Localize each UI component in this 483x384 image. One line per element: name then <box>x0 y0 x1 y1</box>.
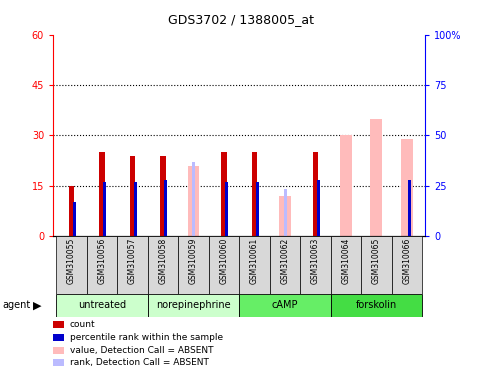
Bar <box>279 196 291 236</box>
Text: agent: agent <box>2 300 30 310</box>
Text: percentile rank within the sample: percentile rank within the sample <box>70 333 223 342</box>
Bar <box>330 294 422 317</box>
Text: count: count <box>70 320 95 329</box>
Text: GSM310063: GSM310063 <box>311 238 320 284</box>
Text: GSM310064: GSM310064 <box>341 238 350 284</box>
Bar <box>134 182 137 236</box>
Bar <box>221 152 227 236</box>
Bar <box>284 189 287 236</box>
Text: GSM310055: GSM310055 <box>67 238 76 284</box>
Bar <box>192 162 196 236</box>
Bar <box>86 236 117 294</box>
Bar <box>300 236 330 294</box>
Bar <box>164 180 168 236</box>
Bar <box>209 236 239 294</box>
Bar <box>370 119 382 236</box>
Text: ▶: ▶ <box>33 300 42 310</box>
Bar <box>99 152 105 236</box>
Bar <box>56 236 86 294</box>
Bar <box>330 236 361 294</box>
Bar <box>313 152 318 236</box>
Text: rank, Detection Call = ABSENT: rank, Detection Call = ABSENT <box>70 358 209 367</box>
Text: GSM310061: GSM310061 <box>250 238 259 284</box>
Text: GSM310059: GSM310059 <box>189 238 198 284</box>
Bar <box>69 186 74 236</box>
Bar <box>408 180 412 236</box>
Bar <box>117 236 148 294</box>
Text: value, Detection Call = ABSENT: value, Detection Call = ABSENT <box>70 346 213 355</box>
Bar <box>103 182 106 236</box>
Bar <box>317 180 320 236</box>
Bar <box>129 156 135 236</box>
Bar <box>73 202 76 236</box>
Bar <box>226 182 228 236</box>
Bar <box>187 166 199 236</box>
Bar <box>256 182 259 236</box>
Bar <box>361 236 392 294</box>
Bar <box>252 152 257 236</box>
Bar <box>56 294 148 317</box>
Text: GSM310065: GSM310065 <box>372 238 381 284</box>
Text: GSM310062: GSM310062 <box>280 238 289 284</box>
Bar <box>160 156 166 236</box>
Bar <box>148 236 178 294</box>
Bar <box>239 236 270 294</box>
Text: GSM310060: GSM310060 <box>219 238 228 284</box>
Text: GDS3702 / 1388005_at: GDS3702 / 1388005_at <box>169 13 314 26</box>
Bar <box>270 236 300 294</box>
Bar <box>178 236 209 294</box>
Text: GSM310057: GSM310057 <box>128 238 137 284</box>
Text: forskolin: forskolin <box>355 300 397 310</box>
Bar <box>401 139 412 236</box>
Text: GSM310066: GSM310066 <box>402 238 411 284</box>
Text: GSM310056: GSM310056 <box>98 238 106 284</box>
Text: GSM310058: GSM310058 <box>158 238 168 284</box>
Bar <box>239 294 330 317</box>
Text: norepinephrine: norepinephrine <box>156 300 231 310</box>
Bar <box>392 236 422 294</box>
Bar <box>340 136 352 236</box>
Text: cAMP: cAMP <box>271 300 298 310</box>
Text: untreated: untreated <box>78 300 126 310</box>
Bar <box>148 294 239 317</box>
